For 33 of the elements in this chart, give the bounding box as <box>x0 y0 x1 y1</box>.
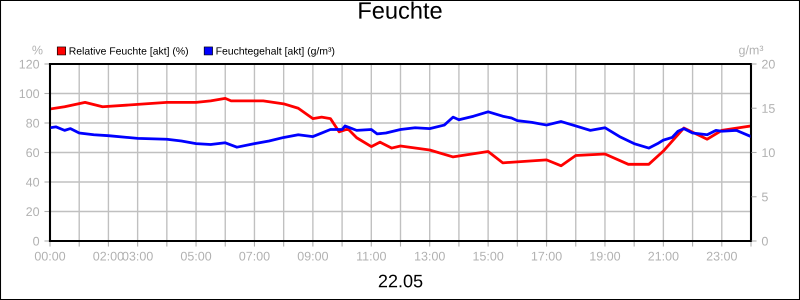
y2-axis-title: g/m³ <box>739 45 764 57</box>
line-series <box>50 96 751 168</box>
x-tick-label: 00:00 <box>34 252 66 261</box>
y2-tick-label: 5 <box>762 192 768 202</box>
y-tick-label: 120 <box>20 60 40 69</box>
y2-tick-label: 15 <box>762 104 775 113</box>
x-tick-label: 23:00 <box>706 252 737 261</box>
y-tick-label: 60 <box>26 148 40 158</box>
y2-tick-label: 20 <box>762 60 775 69</box>
x-tick-label: 07:00 <box>239 252 270 261</box>
y-tick-label: 100 <box>20 89 40 98</box>
line-series <box>50 110 751 150</box>
x-tick-label: 03:00 <box>122 252 153 261</box>
x-tick-label: 05:00 <box>180 252 212 261</box>
x-tick-label: 21:00 <box>648 252 679 261</box>
y-tick-label: 0 <box>33 236 40 246</box>
legend-label: Relative Feuchte [akt] (%) <box>70 47 188 57</box>
y-tick-label: 40 <box>26 178 40 187</box>
x-tick-label: 11:00 <box>357 252 386 261</box>
y-axis-title: % <box>32 46 43 54</box>
y2-tick-label: 10 <box>762 148 775 158</box>
x-tick-label: 13:00 <box>415 252 445 261</box>
y-tick-label: 80 <box>26 118 40 128</box>
x-axis-title: 22.05 <box>378 274 422 288</box>
x-tick-label: 15:00 <box>473 252 504 261</box>
x-tick-label: 17:00 <box>532 252 562 261</box>
x-tick-label: 19:00 <box>590 252 620 261</box>
x-tick-label: 09:00 <box>298 252 328 261</box>
chart-title: Feuchte <box>359 2 442 19</box>
legend-label: Feuchtegehalt [akt] (g/m³) <box>216 47 334 57</box>
x-tick-label: 02:00 <box>93 252 124 261</box>
y2-tick-label: 0 <box>762 236 768 246</box>
y-tick-label: 20 <box>26 207 40 216</box>
